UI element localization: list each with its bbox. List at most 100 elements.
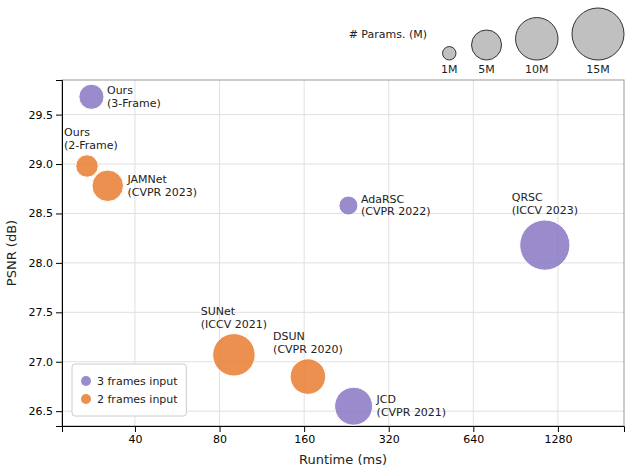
legend-item: 2 frames input <box>81 393 178 406</box>
point-label: SUNet(ICCV 2021) <box>201 305 267 331</box>
y-tick: 26.5 <box>29 405 63 418</box>
point-label-line: (CVPR 2020) <box>273 343 343 356</box>
point-label: AdaRSC(CVPR 2022) <box>361 193 431 219</box>
y-tick-label: 27.0 <box>29 356 54 369</box>
y-tick-label: 27.5 <box>29 306 54 319</box>
size-legend-circle <box>443 47 456 60</box>
x-tick-mark <box>304 426 305 432</box>
point-label: Ours(3-Frame) <box>107 84 161 110</box>
bubble <box>520 220 570 270</box>
point-label-line: AdaRSC <box>361 193 405 206</box>
legend-label: 2 frames input <box>97 393 178 406</box>
bubble <box>290 359 326 395</box>
x-tick: 640 <box>463 426 484 446</box>
point-label-line: (3-Frame) <box>107 97 161 110</box>
grid-line-y <box>62 361 624 362</box>
size-legend-label: 5M <box>478 63 495 76</box>
y-tick-label: 29.0 <box>29 158 54 171</box>
plot: 40 80 160 320 640 1280 26.5 27.0 27.5 28.0 28.5 29.… <box>29 80 625 446</box>
size-legend-label: 10M <box>525 63 549 76</box>
y-tick-mark <box>56 213 62 214</box>
legend-label: 3 frames input <box>97 375 178 388</box>
x-tick-label: 160 <box>294 433 315 446</box>
point-label: Ours(2-Frame) <box>64 126 118 152</box>
grid-line-x <box>219 80 220 426</box>
point-label-line: Ours <box>64 126 90 139</box>
legend-swatch <box>81 394 91 404</box>
size-legend-label: 1M <box>441 63 458 76</box>
y-tick-mark <box>56 115 62 116</box>
chart: 40 80 160 320 640 1280 26.5 27.0 27.5 28.0 28.5 29.… <box>0 0 640 472</box>
point-label-line: (CVPR 2022) <box>361 205 431 218</box>
x-axis-line <box>63 427 625 433</box>
y-tick: 27.5 <box>29 306 63 319</box>
size-legend-label: 15M <box>586 63 610 76</box>
plot-frame <box>62 80 624 426</box>
x-tick-label: 1280 <box>544 433 572 446</box>
grid-line-y <box>62 164 624 165</box>
x-tick: 1280 <box>544 426 572 446</box>
y-tick: 28.0 <box>29 257 63 270</box>
marks <box>76 84 570 425</box>
x-tick-label: 640 <box>463 433 484 446</box>
bubble <box>339 196 358 215</box>
y-axis: 26.5 27.0 27.5 28.0 28.5 29.0 29.5 <box>29 81 63 427</box>
point-label-line: (2-Frame) <box>64 139 118 152</box>
y-axis-title: PSNR (dB) <box>4 220 19 286</box>
bubble <box>213 334 255 376</box>
point-label: JCD(CVPR 2021) <box>376 393 447 419</box>
x-tick-label: 320 <box>379 433 400 446</box>
y-axis-line <box>56 81 63 427</box>
point-label-line: (ICCV 2023) <box>512 204 578 217</box>
y-tick: 27.0 <box>29 356 63 369</box>
point-label-line: (CVPR 2023) <box>127 186 197 199</box>
point-labels: Ours(3-Frame)AdaRSC(CVPR 2022)QRSC(ICCV … <box>64 84 578 419</box>
grid-line-x <box>388 80 389 426</box>
x-tick: 40 <box>128 426 142 446</box>
point-label: JAMNet(CVPR 2023) <box>126 173 197 199</box>
x-axis: 40 80 160 320 640 1280 <box>63 426 625 446</box>
point-label-line: (ICCV 2021) <box>201 318 267 331</box>
point-label-line: DSUN <box>273 330 305 343</box>
x-axis-title: Runtime (ms) <box>299 452 387 467</box>
point-label-line: SUNet <box>201 305 236 318</box>
y-tick-mark <box>56 362 62 363</box>
size-legend-circle <box>572 8 624 60</box>
legend-box <box>72 364 186 416</box>
x-tick-mark <box>473 426 474 432</box>
x-tick-mark <box>220 426 221 432</box>
point-label-line: QRSC <box>512 191 543 204</box>
bubble <box>92 170 123 201</box>
size-legend: # Params. (M) 1M 5M 10M 15M <box>349 8 624 76</box>
bubble <box>76 155 98 177</box>
y-tick-mark <box>56 263 62 264</box>
x-tick-mark <box>135 426 136 432</box>
y-tick: 29.5 <box>29 109 63 122</box>
grid-line-x <box>473 80 474 426</box>
y-tick-mark <box>56 312 62 313</box>
y-tick-mark <box>56 411 62 412</box>
bubble <box>335 387 373 425</box>
size-legend-title: # Params. (M) <box>349 28 427 41</box>
y-tick-label: 29.5 <box>29 109 54 122</box>
legend-item: 3 frames input <box>81 375 178 388</box>
x-tick: 80 <box>213 426 227 446</box>
size-legend-circle <box>516 18 558 60</box>
x-tick: 320 <box>379 426 400 446</box>
point-label-line: JCD <box>376 393 396 406</box>
y-tick: 29.0 <box>29 158 63 171</box>
point-label: DSUN(CVPR 2020) <box>273 330 343 356</box>
y-tick: 28.5 <box>29 207 63 220</box>
y-tick-label: 28.0 <box>29 257 54 270</box>
y-tick-label: 26.5 <box>29 405 54 418</box>
x-tick-label: 80 <box>213 433 227 446</box>
x-tick-label: 40 <box>128 433 142 446</box>
point-label: QRSC(ICCV 2023) <box>512 191 578 217</box>
point-label-line: JAMNet <box>126 173 167 186</box>
grid-line-y <box>62 114 624 115</box>
size-legend-circle <box>472 30 502 60</box>
y-tick-mark <box>56 164 62 165</box>
bubble <box>79 84 104 109</box>
grid <box>62 80 624 426</box>
point-label-line: (CVPR 2021) <box>377 406 447 419</box>
